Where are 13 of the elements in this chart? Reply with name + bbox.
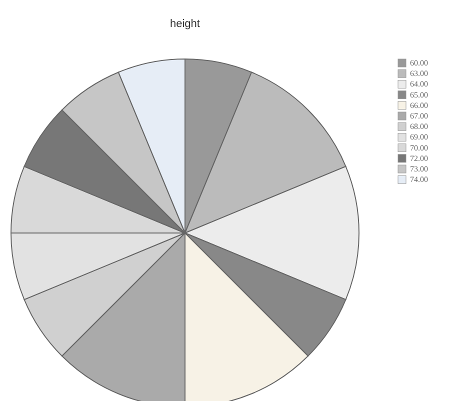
legend-label: 66.00 — [410, 100, 428, 110]
legend-label: 60.00 — [410, 58, 428, 68]
legend-label: 67.00 — [410, 112, 428, 120]
legend-label: 70.00 — [410, 143, 428, 152]
legend-label: 74.00 — [410, 175, 428, 184]
legend-label: 73.00 — [410, 164, 428, 174]
legend-label: 69.00 — [410, 132, 428, 142]
chart-title: height — [170, 18, 200, 30]
legend-label: 64.00 — [410, 80, 428, 89]
legend-label: 72.00 — [410, 154, 428, 163]
legend-label: 65.00 — [410, 90, 428, 100]
legend-label: 63.00 — [410, 69, 428, 78]
legend-label: 68.00 — [410, 122, 428, 132]
